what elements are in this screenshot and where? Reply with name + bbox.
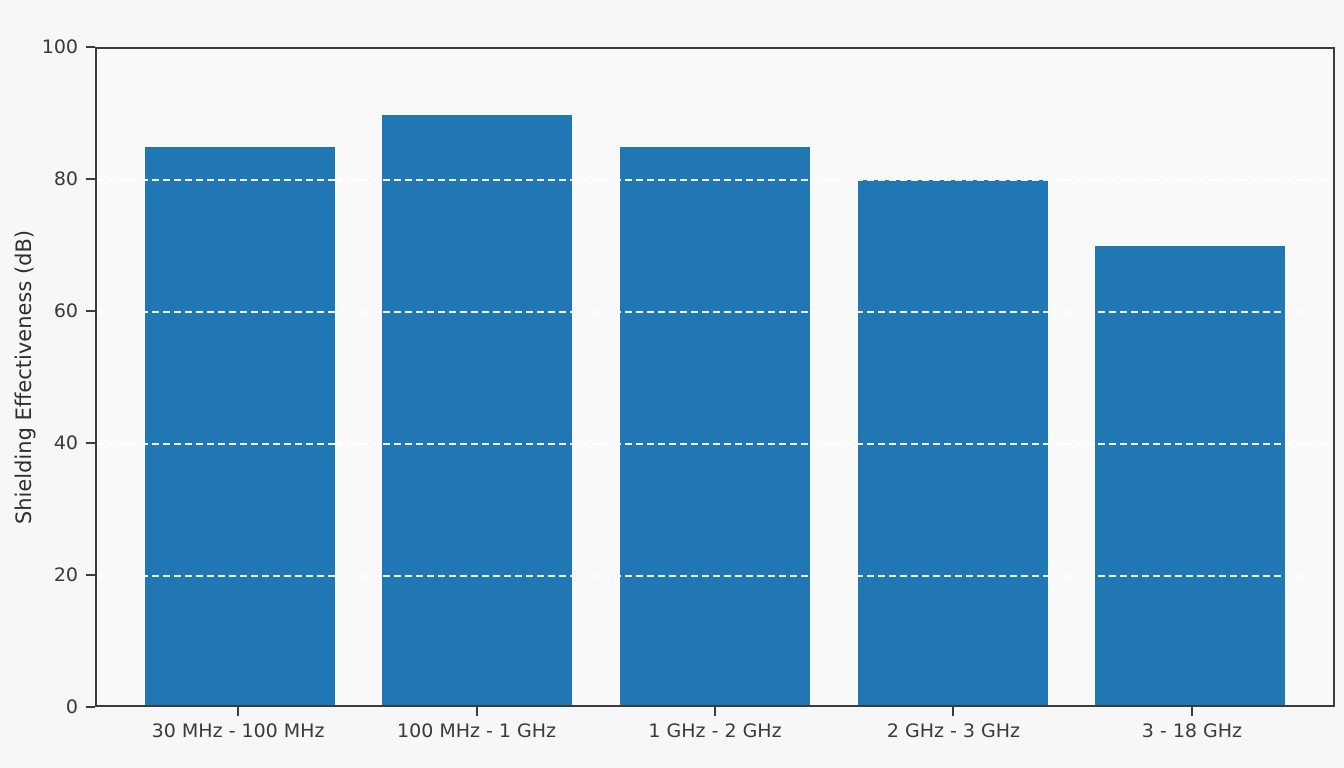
bar xyxy=(1095,245,1286,705)
x-tick-mark xyxy=(475,707,478,716)
gridline xyxy=(97,575,1333,577)
x-tick-mark xyxy=(714,707,716,716)
gridline xyxy=(97,443,1333,445)
gridline xyxy=(97,179,1333,181)
y-tick-label: 0 xyxy=(65,696,78,718)
gridline xyxy=(97,311,1333,313)
y-tick-label: 80 xyxy=(53,168,78,190)
y-tick-mark xyxy=(86,46,95,48)
x-tick-mark xyxy=(952,707,955,716)
bar xyxy=(144,147,335,705)
y-tick-mark xyxy=(86,178,95,180)
bar xyxy=(857,180,1048,705)
x-tick-label: 2 GHz - 3 GHz xyxy=(886,720,1021,742)
x-tick-mark xyxy=(1190,707,1193,716)
y-tick-label: 60 xyxy=(53,300,78,322)
plot-area xyxy=(95,47,1335,707)
y-tick-label: 40 xyxy=(53,432,78,454)
x-tick-mark xyxy=(237,707,240,716)
y-tick-mark xyxy=(86,442,95,444)
x-tick-label: 100 MHz - 1 GHz xyxy=(397,720,557,742)
x-tick-label: 30 MHz - 100 MHz xyxy=(151,720,325,742)
y-tick-label: 100 xyxy=(41,36,78,58)
bar xyxy=(382,114,573,705)
x-tick-label: 1 GHz - 2 GHz xyxy=(648,720,782,742)
y-tick-label: 20 xyxy=(53,564,78,586)
y-tick-mark xyxy=(86,574,95,576)
y-axis-label: Shielding Effectiveness (dB) xyxy=(12,229,36,525)
y-tick-mark xyxy=(86,310,95,312)
bar xyxy=(619,147,811,705)
y-tick-mark xyxy=(86,706,95,708)
x-tick-label: 3 - 18 GHz xyxy=(1141,720,1243,742)
